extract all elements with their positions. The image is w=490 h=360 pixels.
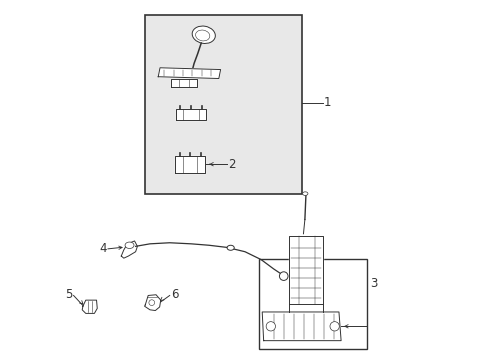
Bar	[259, 259, 367, 348]
Polygon shape	[175, 156, 205, 173]
Text: 2: 2	[228, 158, 236, 171]
Polygon shape	[289, 235, 323, 304]
Text: 6: 6	[171, 288, 178, 301]
Circle shape	[266, 321, 275, 331]
Ellipse shape	[196, 30, 210, 41]
Polygon shape	[172, 78, 196, 87]
Ellipse shape	[227, 245, 234, 250]
Text: 3: 3	[370, 278, 377, 291]
Text: 4: 4	[99, 242, 107, 255]
Ellipse shape	[125, 242, 134, 248]
Polygon shape	[82, 300, 97, 314]
Text: 1: 1	[324, 96, 331, 109]
Ellipse shape	[192, 26, 215, 44]
Bar	[145, 15, 302, 194]
Polygon shape	[145, 295, 161, 311]
Polygon shape	[176, 109, 206, 120]
Circle shape	[330, 321, 339, 331]
Polygon shape	[122, 241, 137, 258]
Polygon shape	[262, 312, 341, 341]
Polygon shape	[158, 68, 220, 78]
Ellipse shape	[302, 192, 308, 195]
Circle shape	[279, 272, 288, 280]
Circle shape	[149, 300, 155, 306]
Text: 5: 5	[65, 288, 72, 301]
